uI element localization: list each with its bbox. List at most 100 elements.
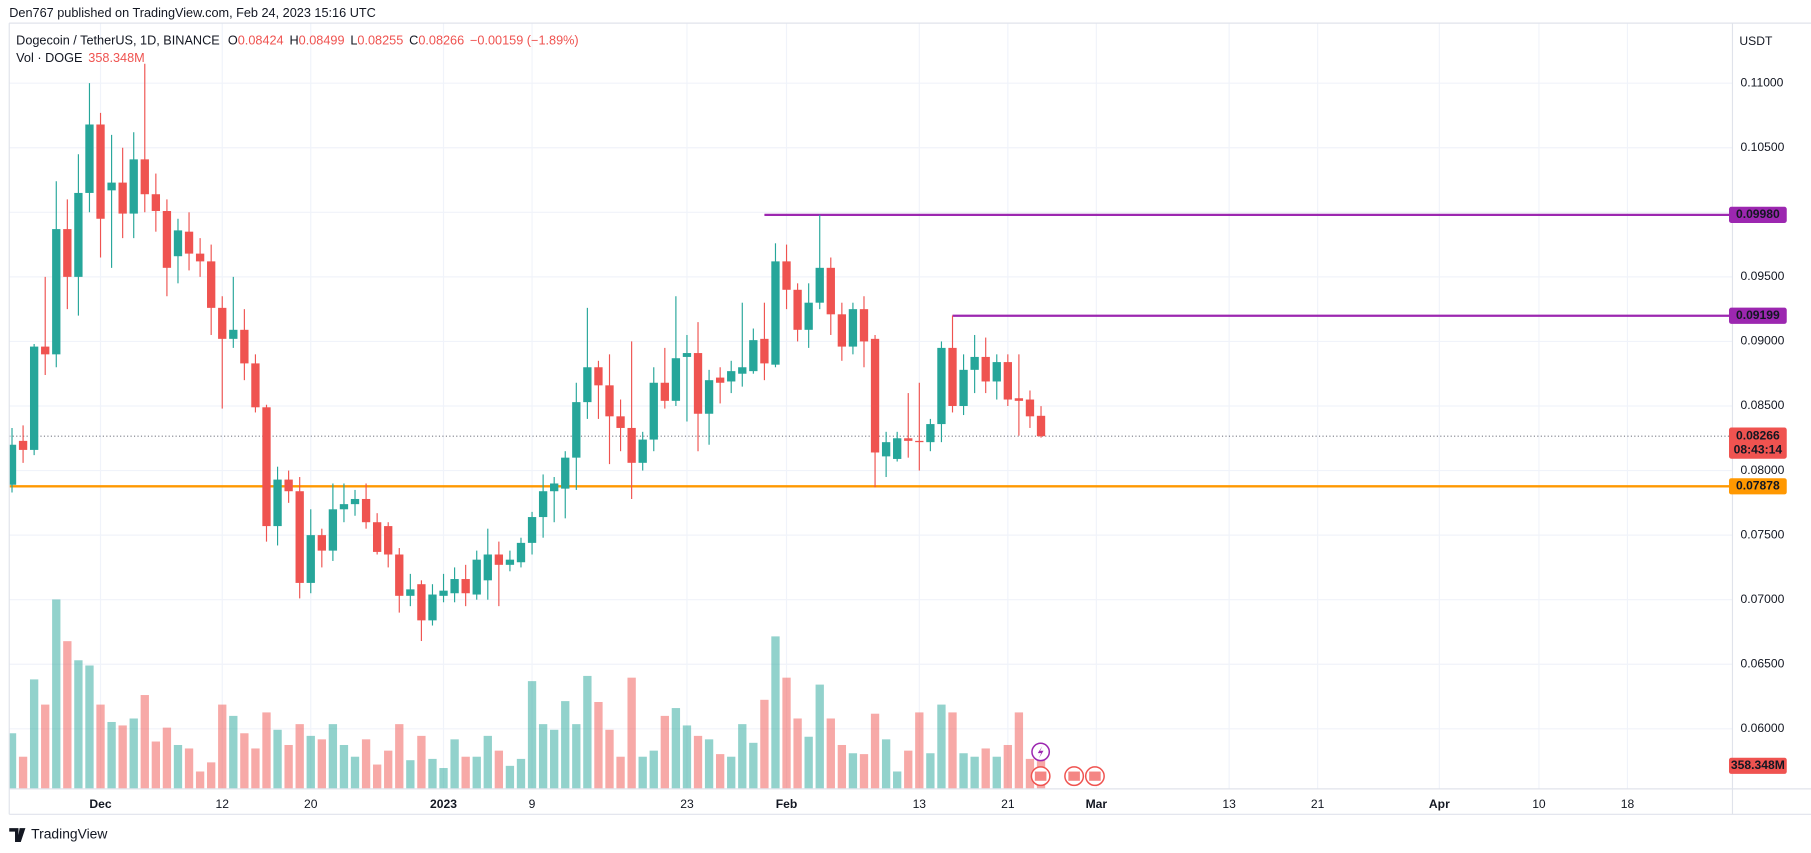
volume-bar <box>483 735 492 789</box>
candle-body <box>782 261 791 290</box>
candle-body <box>793 289 802 330</box>
volume-bar <box>52 599 61 789</box>
x-tick-label: 12 <box>215 797 229 811</box>
candle-body <box>140 159 149 195</box>
volume-bar <box>129 718 138 789</box>
volume-bar <box>74 660 83 789</box>
volume-legend: Vol · DOGE 358.348M <box>16 51 145 65</box>
levels-layer <box>9 213 1733 488</box>
volume-bar <box>184 748 194 789</box>
candle-body <box>527 517 537 543</box>
volume-bar <box>649 750 658 789</box>
volume-bar <box>306 735 315 789</box>
volume-bar <box>804 736 813 789</box>
candle-body <box>881 442 891 457</box>
candle-body <box>372 522 382 552</box>
level-label: 0.09980 <box>1736 207 1780 221</box>
candle-body <box>184 231 194 254</box>
volume-bar <box>85 665 94 789</box>
candle-body <box>948 347 957 406</box>
legend-row: Dogecoin / TetherUS, 1D, BINANCE O0.0842… <box>16 34 579 48</box>
candle-body <box>251 363 260 408</box>
candle-body <box>328 509 338 551</box>
x-tick-label: Feb <box>776 797 798 811</box>
volume-bar <box>981 748 990 789</box>
candle-body <box>915 440 924 443</box>
volume-bar <box>1003 744 1012 789</box>
x-tick-label: 21 <box>1001 797 1015 811</box>
candle-body <box>937 347 946 425</box>
candle-body <box>417 584 426 621</box>
candle-body <box>450 579 459 594</box>
ohlc-letter: O <box>228 34 238 48</box>
volume-bar <box>173 744 183 789</box>
candle-body <box>704 380 714 414</box>
y-tick-label: 0.11000 <box>1741 75 1784 89</box>
y-tick-label: 0.06500 <box>1741 656 1785 670</box>
candle-body <box>837 314 847 347</box>
volume-bar <box>118 725 127 789</box>
candle-body <box>361 498 371 523</box>
volume-bar <box>760 699 769 789</box>
candle-body <box>516 542 526 563</box>
volume-bar <box>594 701 603 789</box>
volume-bar <box>516 758 526 789</box>
candle-body <box>859 309 869 342</box>
axes: 0.06000 0.06500 0.07000 0.07500 0.08000 0.085… <box>89 75 1784 811</box>
volume-bar <box>959 753 968 789</box>
candle-body <box>660 382 669 401</box>
y-tick-label: 0.10500 <box>1741 140 1785 154</box>
candle-body <box>926 424 935 443</box>
volume-bar <box>207 762 216 789</box>
candle-body <box>605 385 614 417</box>
volume-bar <box>284 744 293 789</box>
candle-body <box>538 491 548 518</box>
volume-bar <box>372 764 382 789</box>
volume-bar <box>572 724 581 789</box>
volume-bar <box>162 727 172 789</box>
volume-name: Vol · DOGE <box>16 51 82 65</box>
volume-bar <box>704 739 714 789</box>
volume-bar <box>837 744 847 789</box>
low-value: 0.08255 <box>357 34 403 48</box>
candle-body <box>1025 399 1035 417</box>
volume-bar <box>793 718 802 789</box>
volume-bar <box>218 704 227 789</box>
candle-body <box>638 439 647 463</box>
candle-body <box>284 479 293 492</box>
change: −0.00159 (−1.89%) <box>470 34 579 48</box>
volume-bar <box>970 756 979 789</box>
volume-bar <box>406 760 415 789</box>
volume-bar <box>904 750 913 789</box>
volume-bar <box>251 748 260 789</box>
volume-label-bg <box>1728 757 1787 774</box>
volume-bar <box>395 724 404 789</box>
event-icons <box>1030 742 1105 787</box>
candle-body <box>594 367 603 386</box>
candle-body <box>550 483 559 492</box>
open-value: 0.08424 <box>238 34 284 48</box>
volume-bar <box>439 768 448 789</box>
volume-bar <box>505 765 515 789</box>
candle-body <box>682 353 692 357</box>
x-tick-label: 13 <box>1222 797 1236 811</box>
x-tick-label: Dec <box>89 797 111 811</box>
candle-body <box>52 229 61 355</box>
candle-body <box>870 338 880 453</box>
x-tick-label: 18 <box>1621 797 1635 811</box>
candle-body <box>151 194 161 212</box>
volume-bar <box>350 756 360 789</box>
candle-body <box>262 407 271 527</box>
volume-bar <box>583 675 592 789</box>
volume-bar <box>815 684 824 789</box>
volume-bar <box>870 713 880 789</box>
volume-bar <box>693 735 703 789</box>
candle-body <box>218 307 227 339</box>
candle-body <box>981 356 990 382</box>
candle-body <box>107 182 116 191</box>
candle-body <box>693 353 703 414</box>
close-value: 0.08266 <box>418 34 464 48</box>
volume-bar <box>881 739 891 789</box>
